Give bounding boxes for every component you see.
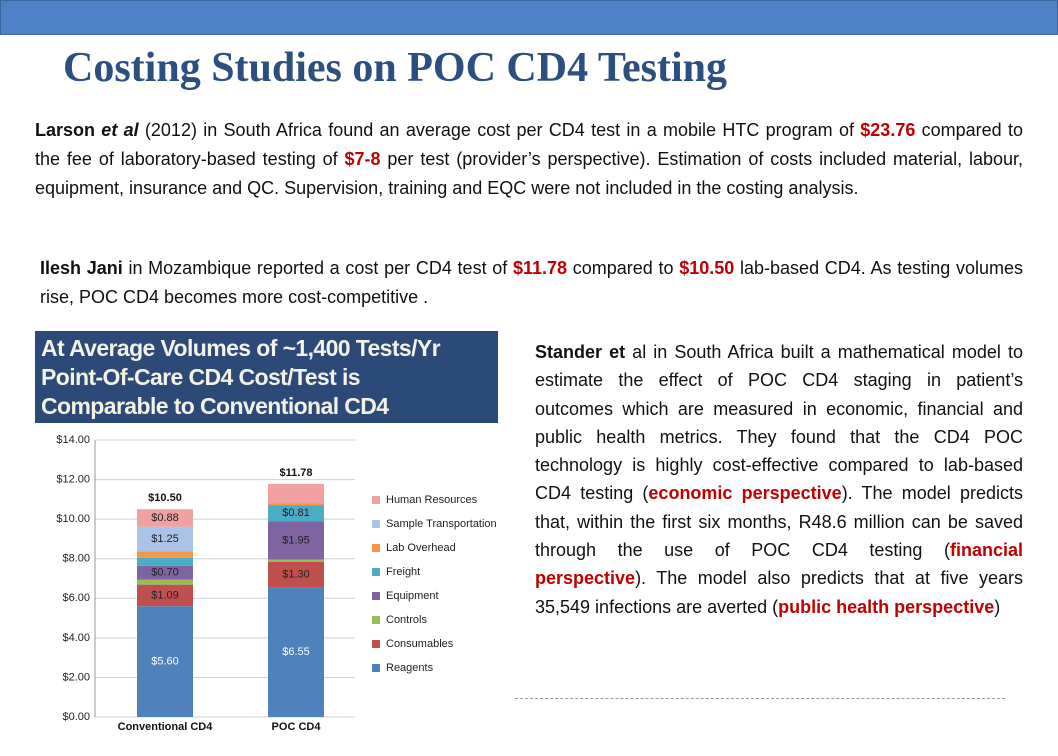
text-run: Larson: [35, 120, 96, 140]
data-label: $0.70: [151, 567, 179, 579]
bar-segment: [137, 579, 193, 585]
data-label: $1.25: [151, 533, 179, 545]
text-run: (2012) in South Africa found an average …: [138, 120, 861, 140]
bar-segment: [268, 561, 324, 588]
text-run: Stander et: [535, 342, 626, 362]
data-label: $0.88: [151, 512, 179, 524]
bar-segment: [137, 606, 193, 717]
legend-swatch: [372, 568, 380, 576]
bar-segment: [137, 584, 193, 607]
text-run: ). The model also predicts that at five …: [535, 568, 1023, 617]
legend-swatch: [372, 496, 380, 504]
y-tick-label: $8.00: [62, 553, 90, 565]
text-run: Ilesh Jani: [40, 258, 123, 278]
text-run: lab-based CD4. As testing volumes rise, …: [40, 258, 1023, 307]
data-label: $6.55: [282, 646, 310, 658]
slide-title: Costing Studies on POC CD4 Testing: [63, 45, 727, 91]
text-run: public health perspective: [778, 596, 995, 617]
data-label: $1.30: [282, 568, 310, 580]
paragraph: Larson et al (2012) in South Africa foun…: [35, 116, 1023, 203]
legend-swatch: [372, 544, 380, 552]
text-run: $7-8: [344, 149, 381, 169]
bar-segment: [268, 587, 324, 717]
text-run: compared to: [567, 258, 680, 278]
legend-swatch: [372, 664, 380, 672]
total-label: $11.78: [279, 467, 312, 479]
data-label: $1.95: [282, 534, 310, 546]
y-tick-label: $14.00: [56, 434, 90, 446]
text-run: $23.76: [860, 120, 916, 140]
legend-label: Equipment: [386, 590, 439, 602]
y-tick-label: $10.00: [56, 513, 90, 525]
bar-segment: [137, 565, 193, 580]
y-tick-label: $4.00: [62, 632, 90, 644]
chart: $0.00 $2.00 $4.00 $6.00 $8.00 $10.00 $12.00 $14…: [56, 434, 497, 733]
text-run: ). The model predicts that, within the f…: [535, 483, 1023, 561]
dashed-line: [515, 698, 1005, 699]
text-run: al in South Africa built a mathematical …: [535, 342, 1023, 504]
bar-segment: [268, 559, 324, 562]
legend-label: Human Resources: [386, 494, 478, 506]
legend-label: Reagents: [386, 662, 434, 674]
legend-swatch: [372, 616, 380, 624]
bar-segment: [268, 521, 324, 560]
data-label: $1.09: [151, 589, 179, 601]
bar-segment: [268, 483, 324, 504]
y-tick-label: $12.00: [56, 473, 90, 485]
text-run: $11.78: [513, 258, 568, 278]
data-label: $5.60: [151, 656, 179, 668]
legend-swatch: [372, 640, 380, 648]
bar-segment: [137, 551, 193, 558]
chart-title: At Average Volumes of ~1,400 Tests/Yr Po…: [35, 331, 498, 423]
legend-swatch: [372, 520, 380, 528]
x-tick-label: Conventional CD4: [118, 721, 214, 733]
bar-segment: [137, 557, 193, 566]
top-bar: [0, 0, 1058, 35]
legend-label: Sample Transportation: [386, 518, 497, 530]
y-tick-label: $0.00: [62, 711, 90, 723]
text-run: compared to the fee of laboratory-based …: [35, 120, 1023, 169]
paragraph: Stander et al in South Africa built a ma…: [535, 338, 1023, 621]
text-run: per test (provider’s perspective). Estim…: [35, 149, 1023, 198]
y-tick-label: $6.00: [62, 592, 90, 604]
total-label: $10.50: [148, 492, 182, 504]
legend-label: Controls: [386, 614, 427, 626]
text-run: economic perspective: [648, 483, 842, 504]
legend-label: Lab Overhead: [386, 542, 456, 554]
bar-segment: [268, 505, 324, 522]
text-run: financial perspective: [535, 540, 1023, 589]
bar-segment: [137, 526, 193, 552]
y-tick-label: $2.00: [62, 671, 90, 683]
bar-segment: [268, 503, 324, 506]
legend-label: Consumables: [386, 638, 454, 650]
legend-label: Freight: [386, 566, 420, 578]
legend-swatch: [372, 592, 380, 600]
data-label: $0.81: [282, 507, 310, 519]
text-run: in Mozambique reported a cost per CD4 te…: [122, 258, 513, 278]
text-run: ): [994, 596, 1001, 617]
bar-segment: [137, 509, 193, 527]
paragraph: Ilesh Jani in Mozambique reported a cost…: [40, 254, 1023, 312]
text-run: $10.50: [679, 258, 735, 278]
text-run: et al: [95, 120, 139, 140]
x-tick-label: POC CD4: [272, 721, 322, 733]
